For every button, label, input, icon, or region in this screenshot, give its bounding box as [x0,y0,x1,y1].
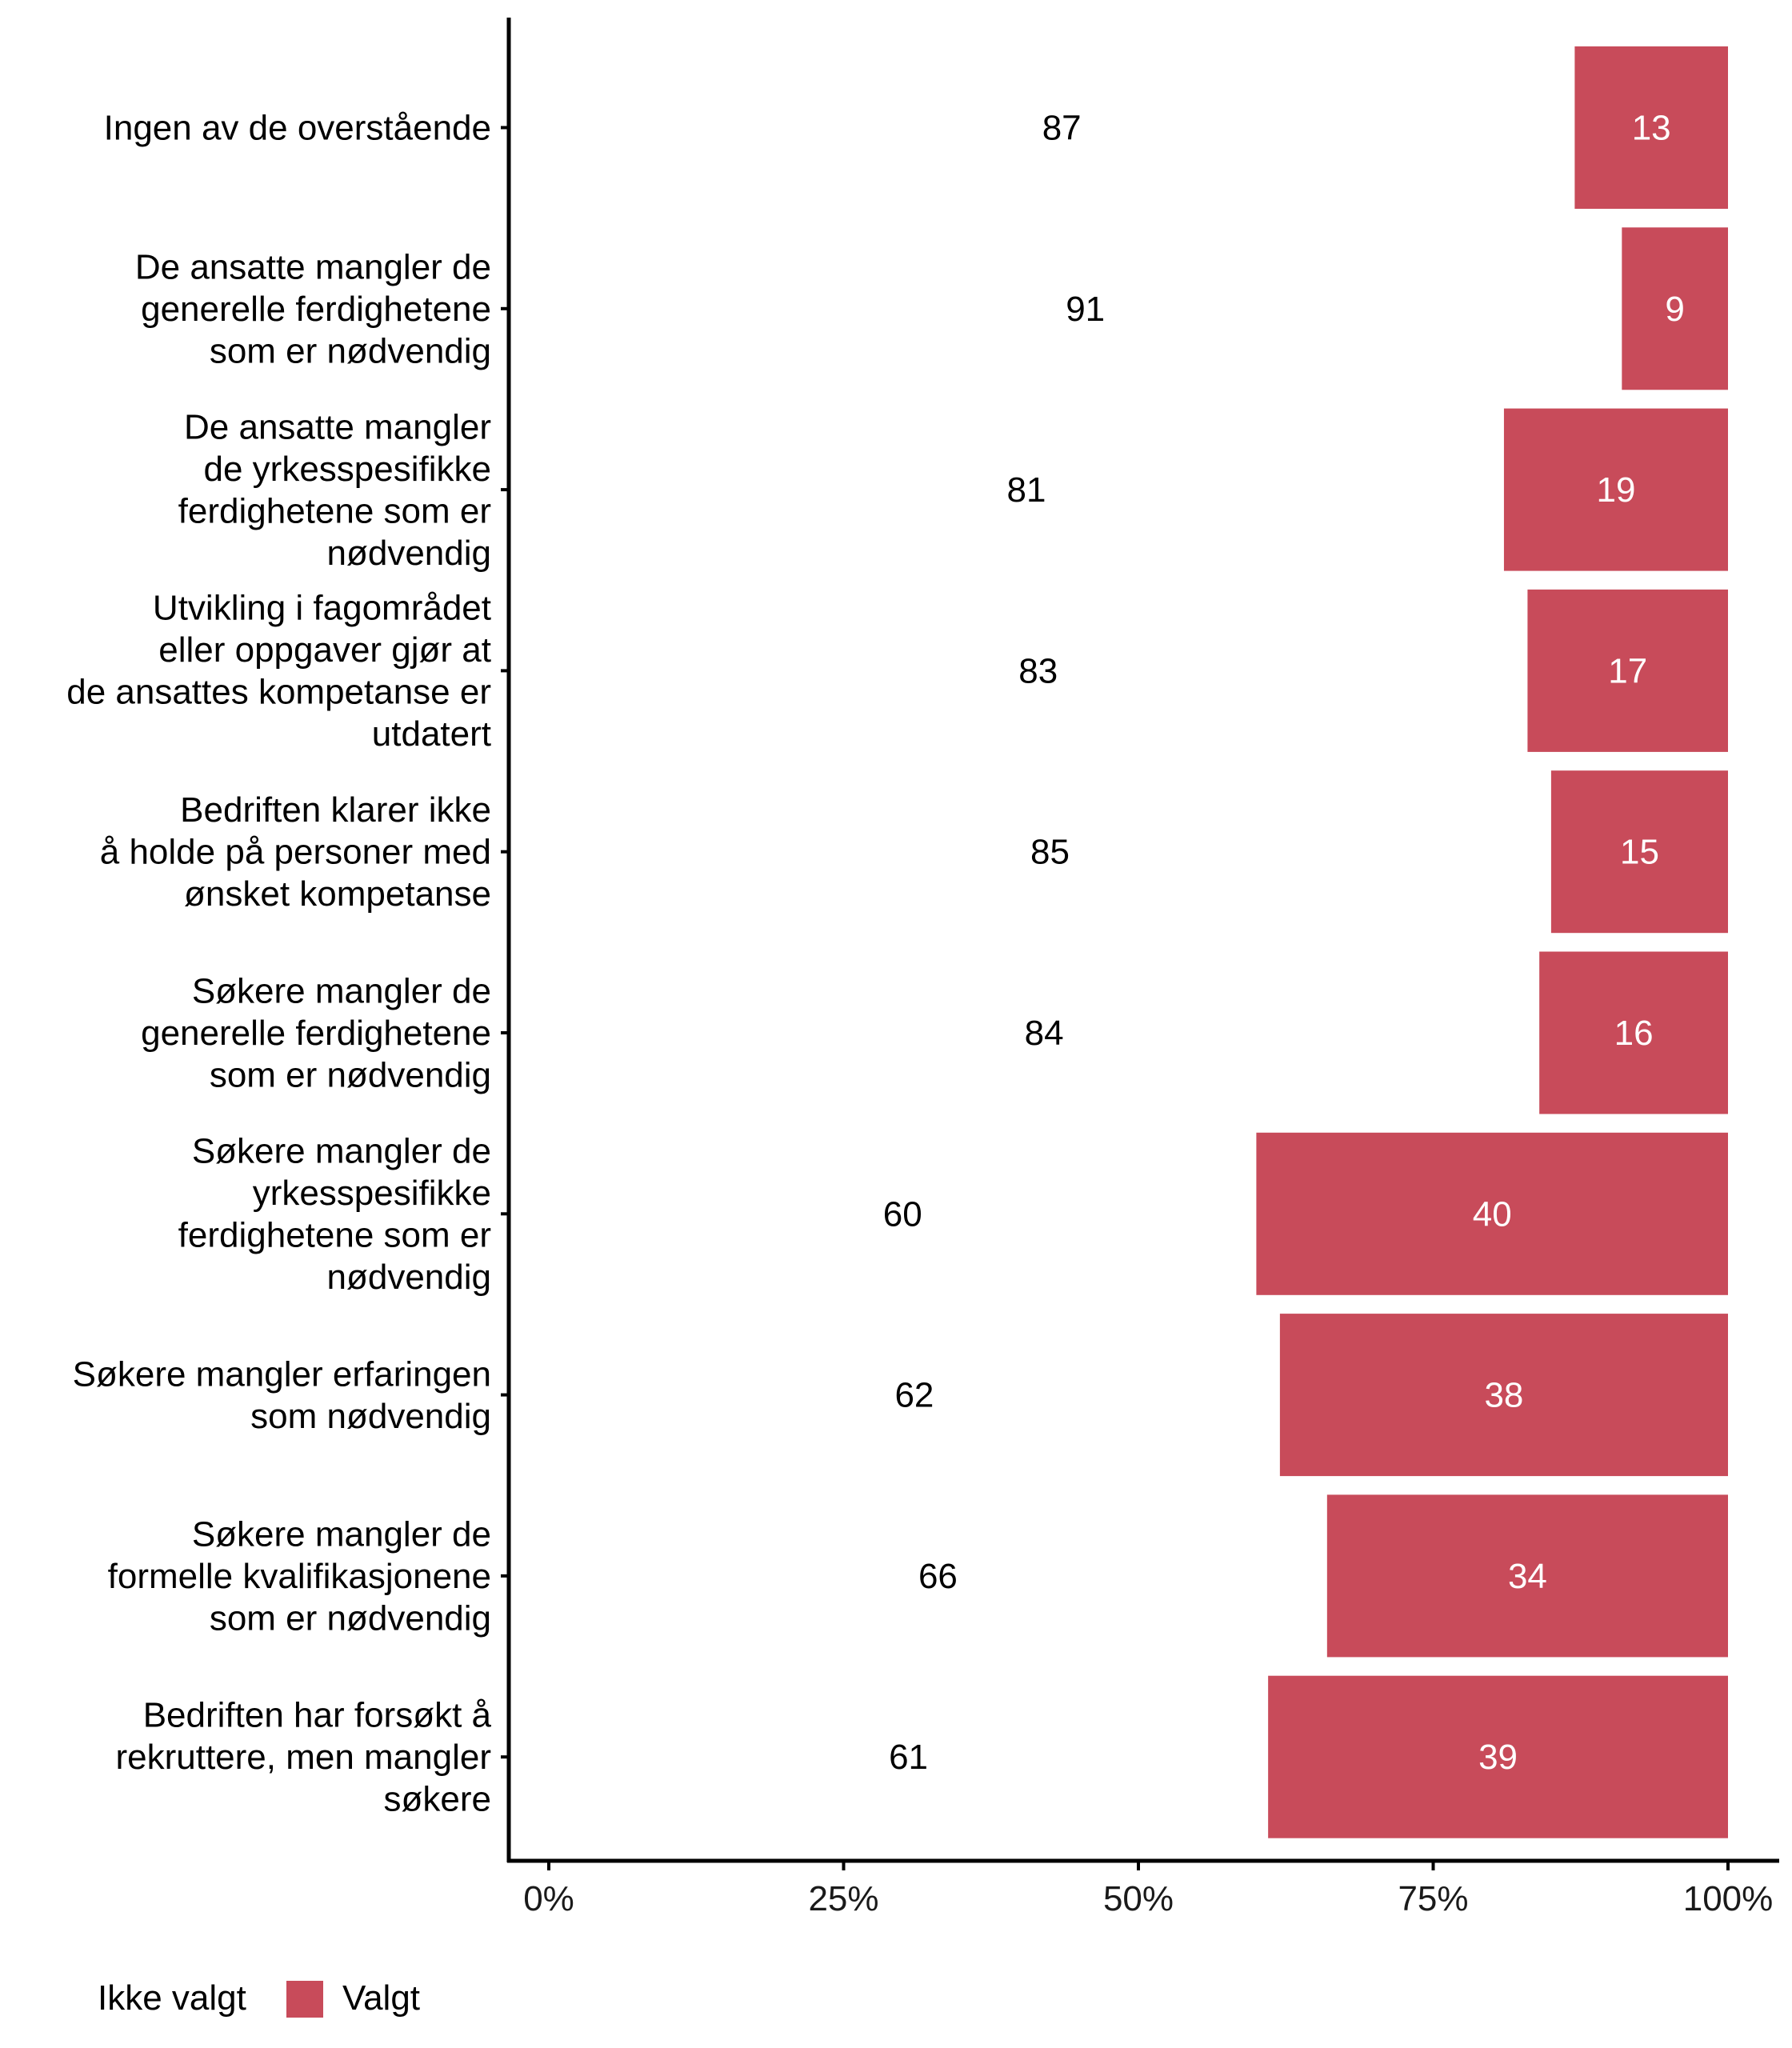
bar-valgt [1539,951,1728,1114]
legend-title: Ikke valgt [98,1978,246,2018]
bar-valgt [1279,1314,1728,1477]
data-label-ikke-valgt: 62 [894,1376,934,1415]
bar-valgt [1256,1132,1728,1295]
y-tick-label-line: Bedriften klarer ikke [180,790,491,830]
y-tick-label-line: som er nødvendig [210,1056,491,1095]
bar-ikke-valgt [549,951,1540,1114]
y-tick-label-line: søkere [384,1780,491,1819]
legend: Ikke valgt Valgt [98,1978,420,2018]
y-tick-label-line: De ansatte mangler de [135,247,491,286]
bar-ikke-valgt [549,1494,1327,1658]
y-tick-label-line: som nødvendig [250,1397,491,1436]
y-tick-label-line: nødvendig [327,1258,491,1297]
bar-valgt [1503,408,1728,571]
data-label-valgt: 19 [1596,470,1635,510]
data-label-ikke-valgt: 84 [1025,1014,1064,1053]
x-tick-label: 100% [1683,1879,1774,1918]
bar-valgt [1574,46,1728,209]
y-tick-label-line: Søkere mangler de [192,1514,491,1554]
legend-label-valgt: Valgt [342,1978,420,2018]
data-label-ikke-valgt: 81 [1006,470,1046,510]
data-label-ikke-valgt: 87 [1042,109,1082,148]
data-label-valgt: 39 [1478,1738,1518,1777]
y-tick-label-line: som er nødvendig [210,1598,491,1638]
bar-ikke-valgt [549,770,1551,934]
bar-ikke-valgt [549,1132,1257,1295]
bar-valgt [1527,589,1728,752]
data-label-valgt: 38 [1484,1376,1523,1415]
x-tick-label: 50% [1103,1879,1174,1918]
y-tick-label-line: å holde på personer med [100,833,491,872]
y-tick-label-line: nødvendig [327,534,491,573]
y-tick-label-line: De ansatte mangler [184,407,491,446]
y-tick-label-line: eller oppgaver gjør at [158,630,491,670]
bar-ikke-valgt [549,227,1622,390]
y-tick-label-line: yrkesspesifikke [253,1174,491,1213]
data-label-valgt: 16 [1614,1014,1654,1053]
bar-ikke-valgt [549,1675,1269,1838]
y-tick-label-line: Søkere mangler de [192,1132,491,1171]
axes-layer: 0% 25% 50% 75% 100% [501,18,1779,1918]
data-label-ikke-valgt: 83 [1018,651,1058,690]
data-label-ikke-valgt: 85 [1030,833,1070,872]
y-tick-label-line: utdatert [372,714,491,754]
x-tick-label: 75% [1398,1879,1468,1918]
data-label-valgt: 13 [1632,109,1671,148]
y-tick-label-line: formelle kvalifikasjonene [108,1557,491,1596]
y-tick-label-line: Ingen av de overstående [104,109,491,148]
data-label-ikke-valgt: 91 [1066,290,1105,329]
y-tick-label-line: ferdighetene som er [178,491,491,530]
legend-key-valgt [286,1981,323,2018]
y-tick-label-line: ønsket kompetanse [184,874,491,914]
x-tick-label: 0% [523,1879,574,1918]
y-tick-label-line: Søkere mangler erfaringen [73,1354,491,1394]
y-tick-label-line: Søkere mangler de [192,972,491,1011]
y-tick-label-line: ferdighetene som er [178,1216,491,1255]
bar-ikke-valgt [549,1314,1280,1477]
bars-layer: 87 13 91 9 81 19 83 17 85 15 84 16 60 40 62 38 66 34 61 39 [549,46,1728,1838]
bar-valgt [1268,1675,1728,1838]
y-tick-label-line: rekruttere, men mangler [115,1738,491,1777]
y-tick-label: De ansatte mangler de yrkesspesifikkeferd… [178,407,491,573]
data-label-valgt: 15 [1620,833,1659,872]
y-tick-label-line: generelle ferdighetene [141,1014,491,1053]
y-tick-label-line: Utvikling i fagområdet [153,589,491,628]
bar-ikke-valgt [549,46,1575,209]
y-tick-label-line: som er nødvendig [210,331,491,370]
data-label-valgt: 17 [1608,651,1647,690]
bar-valgt [1622,227,1728,390]
data-label-valgt: 9 [1665,290,1684,329]
y-tick-label: Ingen av de overstående [104,109,491,148]
x-tick-label: 25% [808,1879,878,1918]
data-label-valgt: 34 [1508,1557,1547,1596]
data-label-valgt: 40 [1473,1194,1512,1234]
y-tick-label: Søkere mangler deyrkesspesifikkeferdighe… [178,1132,491,1298]
bar-ikke-valgt [549,589,1528,752]
bar-valgt [1326,1494,1728,1658]
bar-valgt [1550,770,1728,934]
y-tick-label-line: de ansattes kompetanse er [66,673,491,712]
y-tick-label: De ansatte mangler de generelle ferdighet… [135,247,491,370]
y-tick-label-line: generelle ferdighetene [141,290,491,329]
data-label-ikke-valgt: 66 [918,1557,958,1596]
data-label-ikke-valgt: 60 [883,1194,922,1234]
bar-ikke-valgt [549,408,1504,571]
y-tick-label-line: de yrkesspesifikke [204,450,491,489]
y-tick-label-line: Bedriften har forsøkt å [143,1696,492,1735]
data-label-ikke-valgt: 61 [889,1738,928,1777]
y-axis-labels: Ingen av de overstående De ansatte mangle… [66,109,491,1819]
